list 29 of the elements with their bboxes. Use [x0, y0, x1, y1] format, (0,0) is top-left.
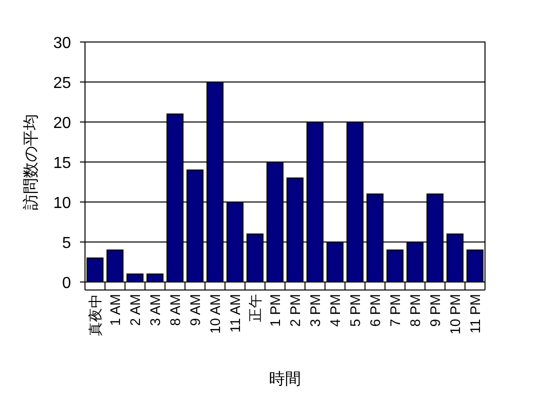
- x-tick-label: 4 PM: [327, 294, 343, 327]
- x-tick-label: 11 AM: [227, 294, 243, 333]
- x-tick-label: 1 AM: [107, 294, 123, 326]
- y-tick-label: 25: [53, 75, 72, 92]
- y-tick-label: 10: [53, 195, 72, 212]
- y-tick-label: 15: [53, 155, 72, 172]
- x-tick-label: 1 PM: [267, 294, 283, 327]
- x-tick-label: 8 PM: [407, 294, 423, 327]
- y-tick-label: 5: [62, 235, 72, 252]
- x-tick-label: 9 PM: [427, 294, 443, 327]
- x-tick-label: 11 PM: [467, 294, 483, 334]
- y-tick-label: 30: [53, 35, 72, 52]
- x-tick-label: 9 AM: [187, 294, 203, 326]
- x-tick-label: 3 PM: [307, 294, 323, 327]
- x-tick-label: 10 AM: [207, 294, 223, 334]
- x-tick-label: 3 AM: [147, 294, 163, 326]
- x-tick-label: 7 PM: [387, 294, 403, 327]
- x-tick-label: 8 AM: [167, 294, 183, 326]
- x-tick-label: 2 AM: [127, 294, 143, 326]
- x-tick-label: 10 PM: [447, 294, 463, 334]
- x-tick-label: 6 PM: [367, 294, 383, 327]
- x-axis-title: 時間: [269, 370, 301, 388]
- y-tick-label: 0: [62, 275, 72, 292]
- x-tick-label: 正午: [247, 294, 263, 322]
- x-tick-label: 5 PM: [347, 294, 363, 327]
- x-tick-label: 真夜中: [87, 294, 103, 336]
- y-axis-title: 訪問数の平均: [22, 114, 40, 210]
- y-tick-label: 20: [53, 115, 72, 132]
- x-tick-label: 2 PM: [287, 294, 303, 327]
